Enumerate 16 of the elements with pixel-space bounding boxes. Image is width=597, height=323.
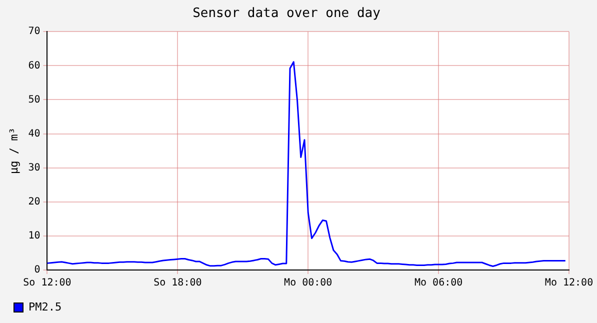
y-tick-label: 10 — [28, 230, 40, 242]
y-tick-label: 60 — [28, 60, 40, 72]
y-axis-title: µg / m³ — [7, 128, 20, 174]
chart-title: Sensor data over one day — [192, 6, 381, 22]
legend-label: PM2.5 — [28, 300, 62, 314]
y-tick-label: 70 — [28, 26, 40, 38]
x-tick-label: Mo 00:00 — [284, 278, 332, 289]
x-tick-label: Mo 06:00 — [414, 278, 463, 289]
y-tick-label: 20 — [28, 196, 40, 208]
x-tick-label: Mo 12:00 — [544, 278, 594, 289]
y-tick-label: 30 — [28, 162, 40, 174]
y-tick-label: 0 — [34, 264, 40, 276]
x-tick-label: So 12:00 — [23, 278, 72, 289]
x-tick-label: So 18:00 — [154, 278, 202, 289]
y-tick-label: 40 — [28, 128, 40, 140]
y-tick-label: 50 — [28, 94, 40, 106]
